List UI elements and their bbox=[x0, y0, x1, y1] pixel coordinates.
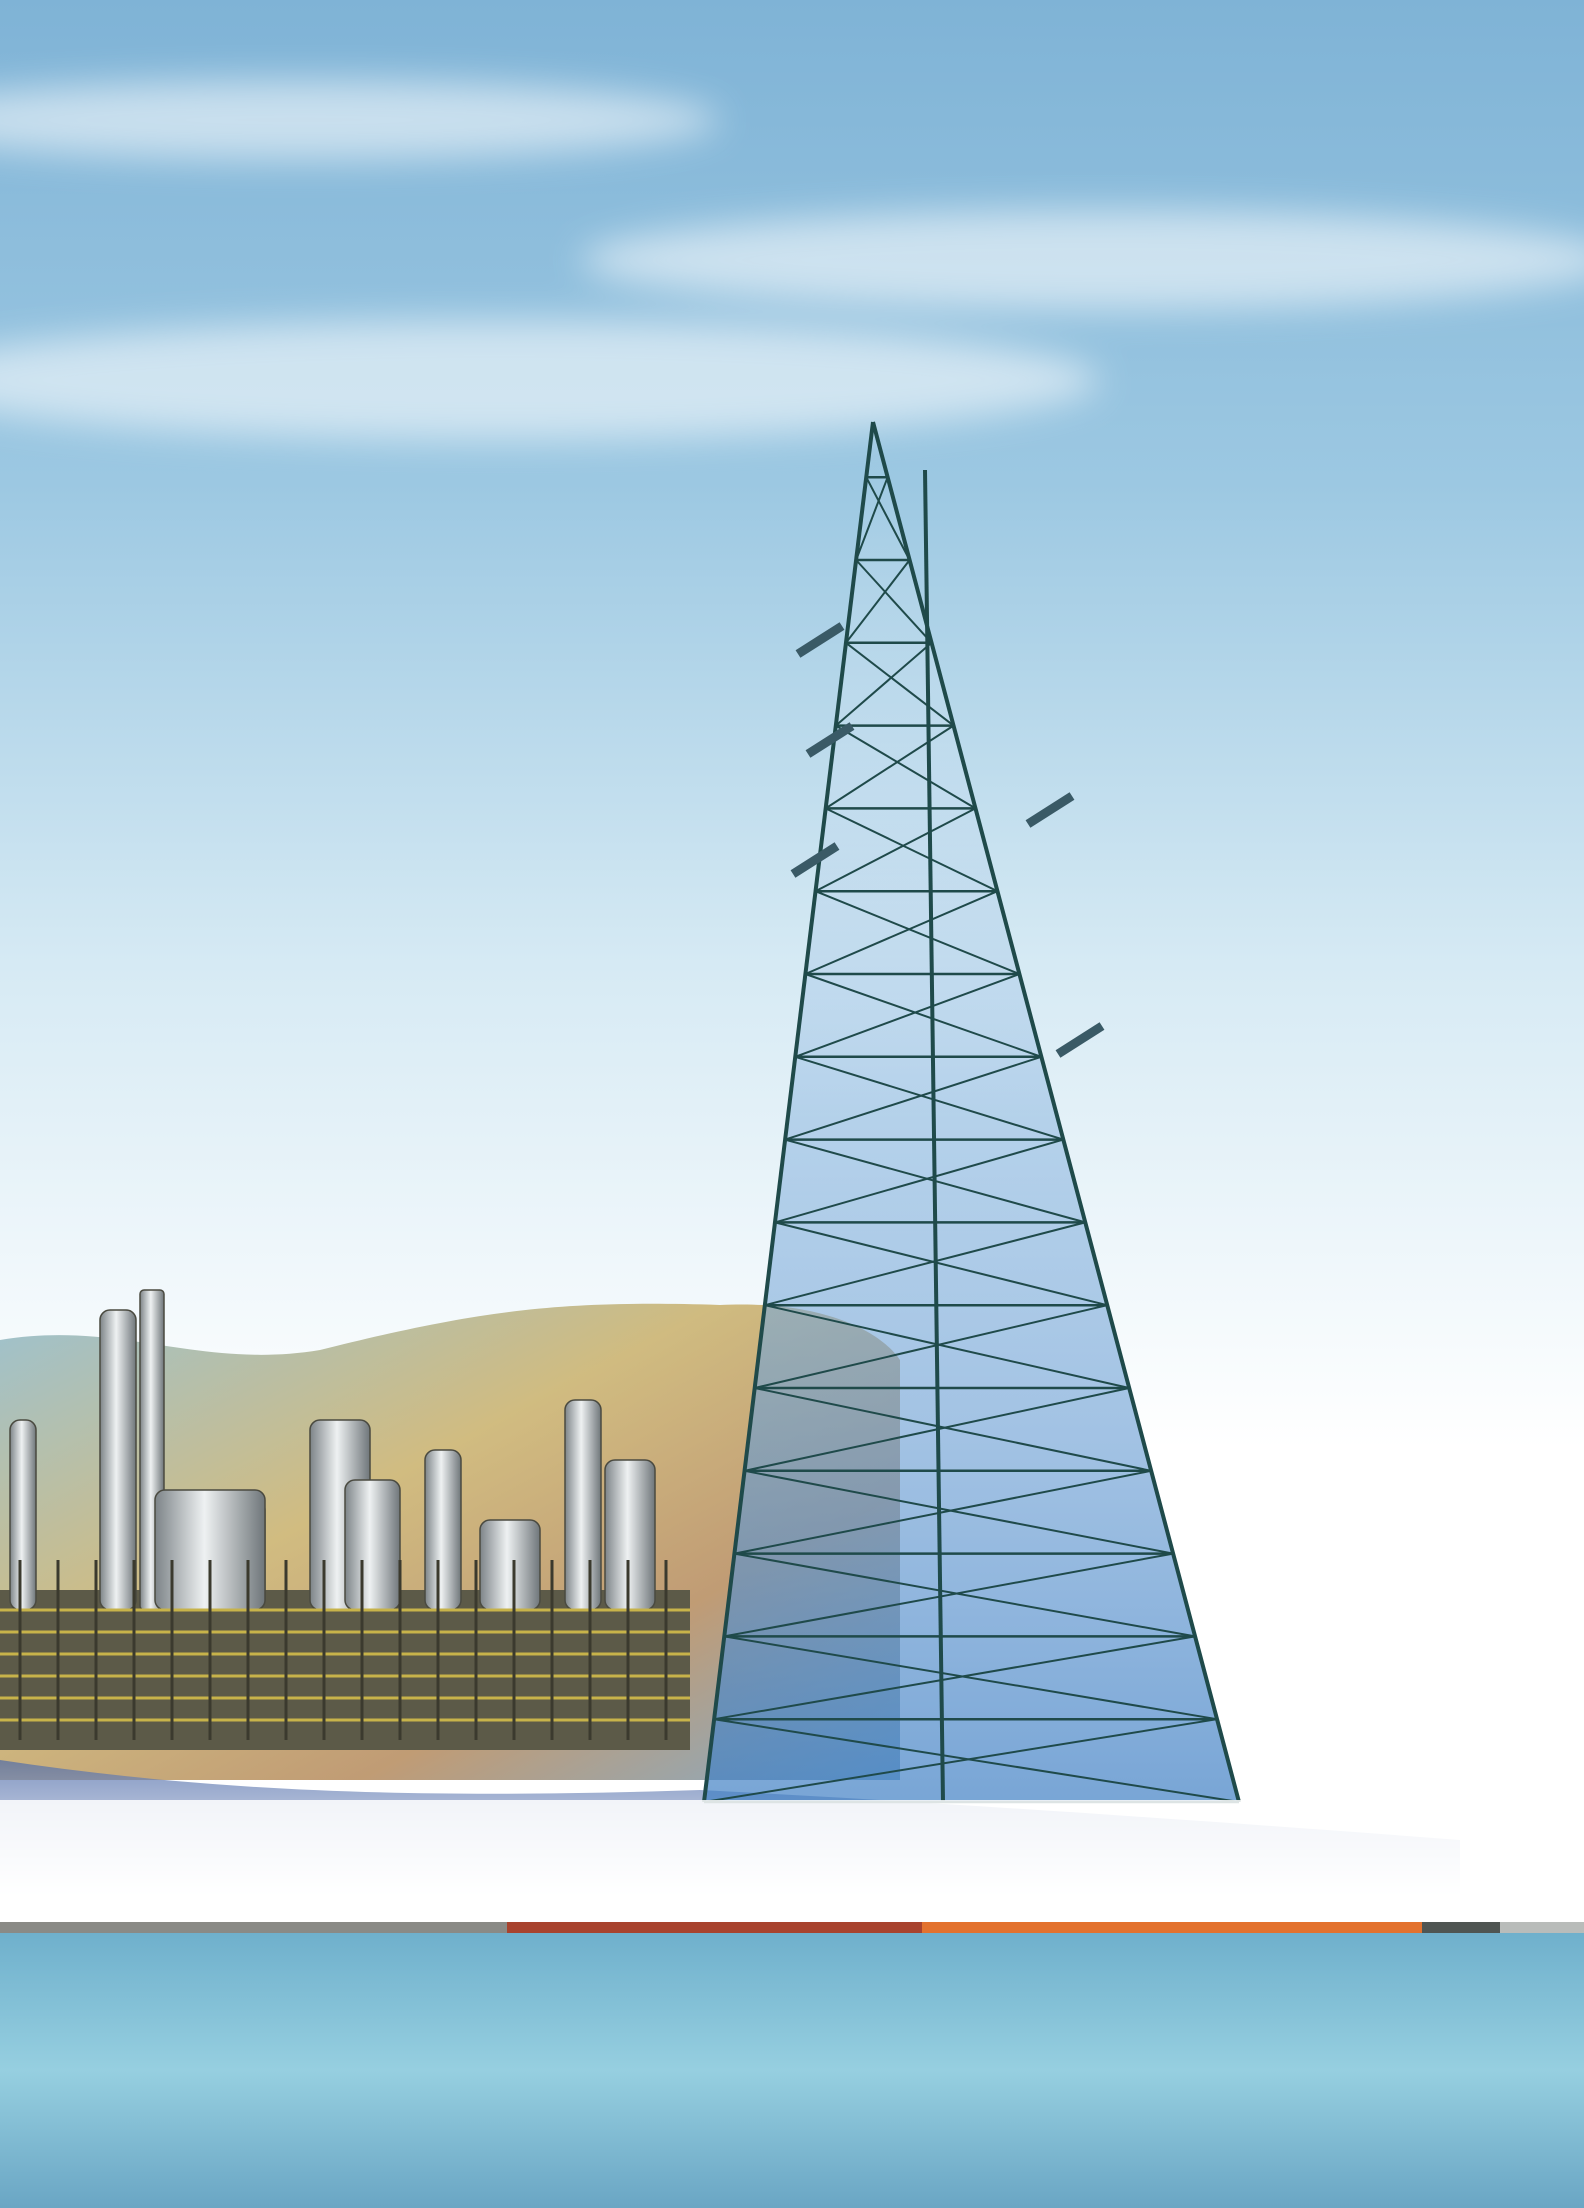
tower-brace bbox=[825, 724, 955, 810]
bottom-band bbox=[0, 1933, 1584, 2208]
stripe-grey bbox=[0, 1922, 507, 1933]
tower-brace bbox=[855, 476, 889, 561]
tower-brace bbox=[815, 890, 1020, 975]
insulator bbox=[1055, 1022, 1105, 1058]
insulator bbox=[790, 842, 840, 878]
refinery-column bbox=[564, 1399, 602, 1611]
tower-brace bbox=[754, 1387, 1152, 1472]
tower-mast bbox=[923, 469, 945, 1803]
refinery-column bbox=[604, 1459, 656, 1611]
tower-brace bbox=[805, 890, 998, 975]
tower-brace bbox=[703, 1718, 1218, 1803]
tower-leg bbox=[702, 421, 875, 1803]
tower-brace bbox=[713, 1635, 1196, 1721]
tower-brace bbox=[805, 973, 1042, 1058]
tower-brace bbox=[734, 1552, 1196, 1638]
tower-brace bbox=[784, 1055, 1042, 1141]
refinery-column bbox=[344, 1479, 401, 1611]
tower-brace bbox=[835, 724, 976, 810]
tower-brace bbox=[764, 1304, 1130, 1389]
tower-brace bbox=[744, 1387, 1130, 1472]
tower-brace bbox=[713, 1718, 1240, 1803]
tower-brace bbox=[794, 973, 1020, 1058]
refinery-column bbox=[424, 1449, 462, 1611]
tower-brace bbox=[744, 1469, 1174, 1555]
tower-brace bbox=[724, 1635, 1218, 1721]
stripe-orange bbox=[922, 1922, 1422, 1933]
tower-brace bbox=[734, 1469, 1152, 1555]
refinery-column bbox=[9, 1419, 37, 1611]
snow-foreground bbox=[0, 1800, 1584, 1922]
tower-brace bbox=[754, 1304, 1108, 1389]
tower-brace bbox=[825, 807, 998, 893]
tower-leg bbox=[871, 421, 1241, 1803]
transmission-tower bbox=[702, 421, 1241, 1804]
tower-brace bbox=[845, 642, 955, 727]
tower-brace bbox=[774, 1221, 1108, 1307]
refinery-column bbox=[479, 1519, 541, 1611]
refinery-base bbox=[0, 1590, 690, 1750]
tower-brace bbox=[835, 642, 933, 727]
tower-brace bbox=[764, 1221, 1086, 1307]
stripe-red bbox=[507, 1922, 922, 1933]
refinery bbox=[0, 1289, 690, 1750]
tower-brace bbox=[815, 807, 976, 893]
tower-brace bbox=[794, 1055, 1064, 1141]
insulator bbox=[795, 622, 845, 658]
insulator bbox=[805, 722, 855, 758]
stripe-dark bbox=[1422, 1922, 1500, 1933]
tower-brace bbox=[855, 559, 933, 644]
tower-brace bbox=[724, 1552, 1174, 1638]
insulator bbox=[1025, 792, 1075, 828]
refinery-column bbox=[99, 1309, 137, 1611]
tower-brace bbox=[774, 1138, 1064, 1224]
tower-brace bbox=[865, 476, 911, 561]
stripe-light bbox=[1500, 1922, 1584, 1933]
tower-brace bbox=[784, 1138, 1086, 1224]
tower-brace bbox=[845, 559, 911, 644]
clouds bbox=[0, 80, 1584, 440]
